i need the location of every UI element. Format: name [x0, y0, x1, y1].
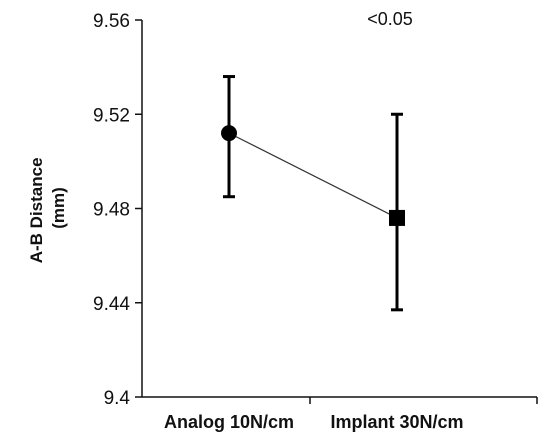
y-tick-label: 9.52: [93, 105, 130, 126]
x-category-label: Analog 10N/cm: [164, 412, 294, 432]
y-axis-title-line-1: A-B Distance: [27, 157, 46, 263]
y-tick-label: 9.56: [93, 11, 130, 32]
series-line: [228, 132, 398, 219]
series: [221, 75, 405, 312]
y-tick-label: 9.4: [104, 388, 131, 409]
x-ticks: Analog 10N/cm Implant 30N/cm: [164, 397, 538, 432]
y-tick-label: 9.48: [93, 200, 130, 221]
significance-annotation: <0.05: [367, 9, 413, 29]
y-ticks: 9.4 9.44 9.48 9.52 9.56: [93, 11, 142, 409]
y-tick-label: 9.44: [93, 294, 130, 315]
x-category-label: Implant 30N/cm: [330, 412, 463, 432]
y-axis-title-line-2: (mm): [49, 187, 68, 229]
y-axis-title: A-B Distance (mm): [27, 153, 68, 264]
data-point-circle: [221, 125, 237, 142]
data-point-square: [389, 209, 405, 226]
